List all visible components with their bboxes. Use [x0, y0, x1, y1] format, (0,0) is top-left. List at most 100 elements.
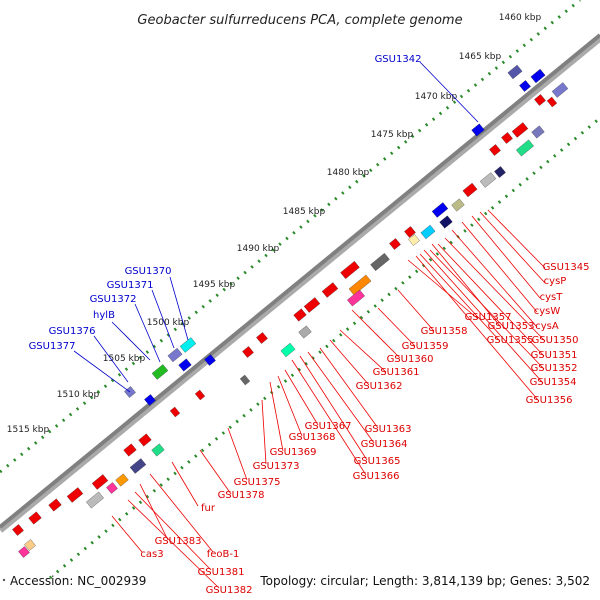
- outer-tick-track: [0, 0, 581, 474]
- gene-label-reverse: GSU1345: [543, 262, 590, 273]
- gene-label-forward: GSU1372: [90, 294, 137, 305]
- accession-bullet: [2, 578, 6, 582]
- gene-feature: [151, 364, 169, 380]
- gene-labels: GSU1342 GSU1370 GSU1371 GSU1372 hylB GSU1376 G…: [29, 54, 590, 596]
- gene-feature: [389, 238, 401, 250]
- gene-label-reverse: GSU1378: [218, 490, 265, 501]
- tick-track: 1460 kbp 1465 kbp 1470 kbp 1475 kbp 1480 kbp…: [0, 0, 600, 580]
- gene-feature: [340, 260, 360, 280]
- gene-label-reverse: GSU1359: [402, 341, 449, 352]
- gene-feature: [239, 374, 251, 386]
- inner-tick-track: [49, 116, 600, 580]
- gene-feature: [531, 125, 545, 139]
- gene-feature: [298, 325, 312, 339]
- gene-feature: [408, 234, 420, 246]
- backbone-shadow: [0, 35, 600, 533]
- gene-label-reverse: GSU1367: [305, 421, 352, 432]
- gene-feature: [18, 546, 30, 558]
- gene-label-reverse: cysT: [540, 292, 564, 303]
- gene-feature: [546, 96, 558, 108]
- kbp-label: 1485 kbp: [283, 207, 326, 217]
- gene-label-reverse: cysA: [535, 321, 559, 332]
- gene-label-forward: GSU1376: [49, 326, 96, 337]
- leader-line-reverse: [351, 309, 401, 359]
- gene-feature: [194, 389, 206, 401]
- kbp-label: 1500 kbp: [147, 318, 190, 328]
- kbp-label: 1495 kbp: [193, 280, 236, 290]
- gene-feature: [115, 473, 129, 487]
- leader-line-reverse: [437, 243, 545, 357]
- gene-feature: [431, 202, 449, 218]
- gene-feature: [178, 358, 192, 372]
- leader-line-forward: [73, 350, 131, 393]
- kbp-label: 1470 kbp: [415, 92, 458, 102]
- gene-label-reverse: GSU1358: [421, 326, 468, 337]
- gene-feature: [24, 539, 36, 551]
- gene-feature: [530, 68, 546, 84]
- gene-feature: [404, 226, 416, 238]
- kbp-label: 1475 kbp: [371, 130, 414, 140]
- gene-label-reverse: GSU1354: [530, 377, 577, 388]
- gene-feature: [48, 498, 62, 512]
- gene-label-reverse: GSU1369: [270, 447, 317, 458]
- leader-line-forward: [93, 335, 129, 383]
- leader-line-reverse: [199, 449, 232, 495]
- gene-label-reverse: GSU1352: [531, 363, 578, 374]
- gene-feature: [129, 458, 147, 474]
- leader-line-reverse: [397, 289, 435, 332]
- gene-label-reverse: GSU1368: [289, 432, 336, 443]
- kbp-label: 1505 kbp: [103, 354, 146, 364]
- leader-line-reverse: [171, 461, 199, 507]
- leader-line-reverse: [134, 491, 212, 571]
- kbp-label: 1460 kbp: [499, 13, 542, 23]
- gene-feature: [242, 346, 254, 358]
- gene-label-reverse: cysW: [534, 306, 561, 317]
- gene-feature: [551, 82, 569, 98]
- gene-label-forward: GSU1377: [29, 341, 76, 352]
- gene-feature: [348, 274, 372, 296]
- gene-feature: [321, 282, 339, 298]
- gene-feature: [511, 122, 529, 138]
- gene-feature: [370, 252, 390, 272]
- leader-line-reverse: [429, 249, 545, 370]
- gene-feature: [91, 474, 109, 490]
- backbone-line: [0, 33, 600, 529]
- leader-line-reverse: [329, 339, 370, 386]
- gene-feature: [169, 406, 181, 418]
- gene-label-reverse: GSU1381: [198, 567, 245, 578]
- gene-feature: [138, 433, 152, 447]
- gene-feature: [144, 394, 156, 406]
- leader-line-reverse: [431, 243, 501, 327]
- leader-line-forward: [419, 61, 479, 123]
- gene-label-reverse: GSU1364: [361, 439, 408, 450]
- gene-feature: [86, 491, 104, 509]
- gene-feature: [519, 80, 531, 92]
- gene-label-reverse: GSU1365: [354, 456, 401, 467]
- gene-feature: [451, 198, 465, 212]
- gene-label-reverse: GSU1363: [365, 424, 412, 435]
- kbp-label: 1510 kbp: [57, 390, 100, 400]
- leader-line-reverse: [149, 473, 214, 553]
- leader-line-reverse: [299, 355, 368, 461]
- gene-feature: [303, 297, 321, 313]
- gene-label-reverse: GSU1373: [253, 461, 300, 472]
- gene-label-reverse: GSU1355: [487, 335, 534, 346]
- leader-line-reverse: [407, 259, 478, 319]
- gene-feature: [106, 482, 118, 494]
- map-title: Geobacter sulfurreducens PCA, complete g…: [137, 13, 462, 28]
- gene-feature: [293, 308, 307, 322]
- gene-label-forward: GSU1342: [375, 54, 422, 65]
- feature-track: [12, 64, 569, 558]
- leader-line-reverse: [284, 369, 319, 426]
- gene-label-forward: hylB: [93, 310, 115, 321]
- leader-line-reverse: [111, 515, 143, 553]
- leader-line-reverse: [461, 221, 538, 313]
- kbp-label: 1465 kbp: [459, 52, 502, 62]
- gene-label-reverse: GSU1360: [387, 354, 434, 365]
- leader-line-reverse: [269, 381, 284, 452]
- leader-line-reverse: [444, 237, 546, 342]
- gene-feature: [494, 166, 506, 178]
- leader-line-forward: [134, 303, 161, 363]
- genome-backbone: [0, 33, 600, 533]
- leader-line-reverse: [451, 229, 538, 328]
